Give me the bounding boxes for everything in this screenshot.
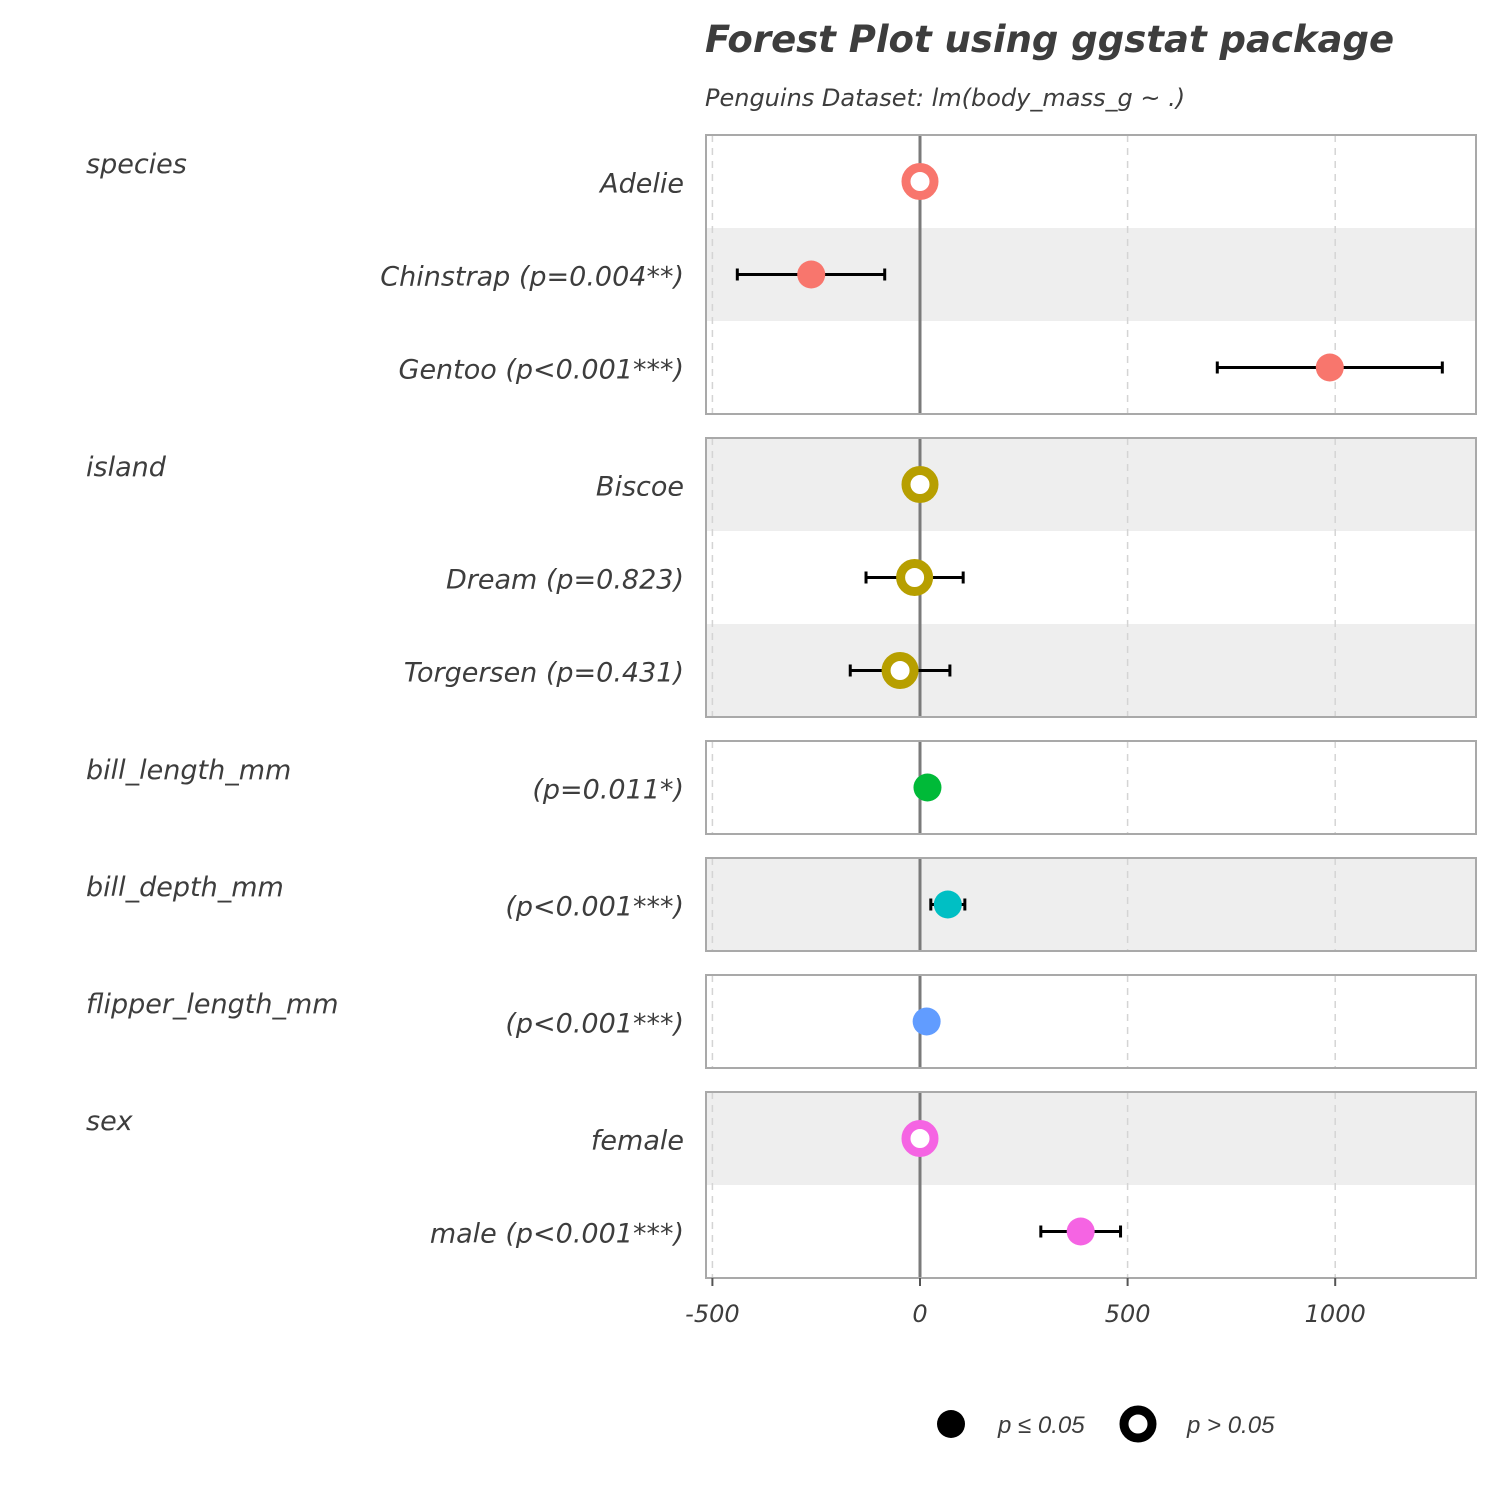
estimate-point — [881, 652, 919, 689]
panel-border — [705, 857, 1477, 952]
group-label: bill_length_mm — [86, 755, 291, 786]
panel-sex: sex female male (p<0.001***) — [86, 1091, 1477, 1279]
group-label: island — [86, 452, 167, 483]
panel-border — [705, 1091, 1477, 1279]
estimate-point — [901, 163, 939, 200]
panels-layer: species Adelie Chinstrap (p=0.004**) Gentoo… — [86, 134, 1477, 1279]
panel-bill-length-mm: bill_length_mm (p=0.011*) — [86, 740, 1477, 835]
term-label: Gentoo (p<0.001***) — [399, 355, 684, 386]
group-label: flipper_length_mm — [86, 989, 339, 1020]
estimate-point — [1315, 353, 1344, 382]
term-label: male (p<0.001***) — [430, 1219, 684, 1250]
term-label: female — [591, 1126, 684, 1157]
x-tick-label: 500 — [1105, 1300, 1151, 1328]
group-label: sex — [86, 1106, 134, 1137]
term-label: Chinstrap (p=0.004**) — [380, 262, 684, 293]
legend-label: p > 0.05 — [1186, 1412, 1275, 1439]
row-band — [706, 438, 1476, 531]
estimate-point — [913, 773, 942, 802]
estimate-point — [933, 890, 962, 919]
legend: p ≤ 0.05 p > 0.05 — [937, 1405, 1275, 1443]
term-label: Torgersen (p=0.431) — [404, 658, 684, 689]
group-label: species — [86, 149, 187, 180]
panel-border — [705, 437, 1477, 718]
estimate-point — [912, 1007, 941, 1036]
x-tick-label: -500 — [685, 1300, 739, 1328]
panel-border — [705, 740, 1477, 835]
term-label: (p=0.011*) — [532, 775, 684, 806]
legend-hollow-symbol — [1119, 1405, 1157, 1443]
estimate-point — [797, 260, 826, 289]
chart-title: Forest Plot using ggstat package — [705, 18, 1394, 61]
panel-species: species Adelie Chinstrap (p=0.004**) Gentoo… — [86, 134, 1477, 415]
term-label: (p<0.001***) — [505, 892, 684, 923]
row-band — [706, 1092, 1476, 1185]
chart-subtitle: Penguins Dataset: lm(body_mass_g ~ .) — [705, 84, 1185, 112]
panel-bill-depth-mm: bill_depth_mm (p<0.001***) — [86, 857, 1477, 952]
estimate-point — [901, 1120, 939, 1157]
legend-filled-symbol — [937, 1410, 965, 1438]
term-label: Adelie — [598, 169, 684, 200]
legend-label: p ≤ 0.05 — [997, 1412, 1085, 1439]
term-label: Dream (p=0.823) — [446, 565, 684, 596]
x-tick-label: 0 — [912, 1300, 927, 1328]
panel-border — [705, 134, 1477, 415]
row-band — [706, 624, 1476, 717]
panel-island: island Biscoe Dream (p=0.823) Torgersen (p=… — [86, 437, 1477, 718]
x-axis: -500 0 500 1000 — [685, 1278, 1366, 1328]
estimate-point — [896, 559, 934, 596]
row-band — [706, 858, 1476, 951]
estimate-point — [1066, 1217, 1095, 1246]
estimate-point — [901, 466, 939, 503]
panel-flipper-length-mm: flipper_length_mm (p<0.001***) — [86, 974, 1477, 1069]
group-label: bill_depth_mm — [86, 872, 284, 903]
term-label: Biscoe — [596, 472, 684, 503]
x-tick-label: 1000 — [1305, 1300, 1366, 1328]
panel-border — [705, 974, 1477, 1069]
term-label: (p<0.001***) — [505, 1009, 684, 1040]
